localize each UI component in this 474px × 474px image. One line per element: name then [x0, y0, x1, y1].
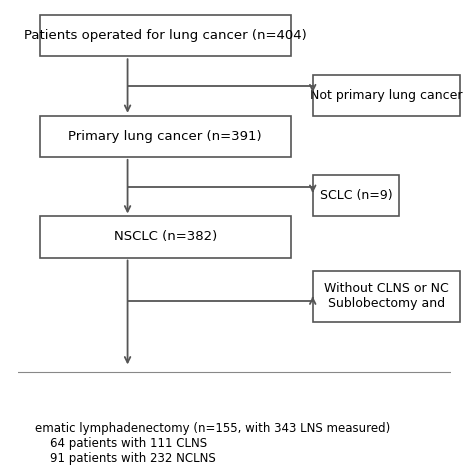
FancyBboxPatch shape — [313, 74, 460, 116]
Text: Without CLNS or NC
Sublobectomy and: Without CLNS or NC Sublobectomy and — [324, 283, 449, 310]
FancyBboxPatch shape — [39, 216, 291, 257]
FancyBboxPatch shape — [39, 15, 291, 56]
Text: SCLC (n=9): SCLC (n=9) — [320, 189, 392, 202]
FancyBboxPatch shape — [313, 271, 460, 321]
FancyBboxPatch shape — [313, 175, 400, 216]
Text: Not primary lung cancer: Not primary lung cancer — [310, 89, 463, 101]
Text: NSCLC (n=382): NSCLC (n=382) — [114, 230, 217, 244]
Text: Patients operated for lung cancer (n=404): Patients operated for lung cancer (n=404… — [24, 29, 307, 42]
Text: Primary lung cancer (n=391): Primary lung cancer (n=391) — [68, 130, 262, 143]
Text: ematic lymphadenectomy (n=155, with 343 LNS measured)
    64 patients with 111 C: ematic lymphadenectomy (n=155, with 343 … — [35, 422, 391, 465]
FancyBboxPatch shape — [39, 116, 291, 157]
